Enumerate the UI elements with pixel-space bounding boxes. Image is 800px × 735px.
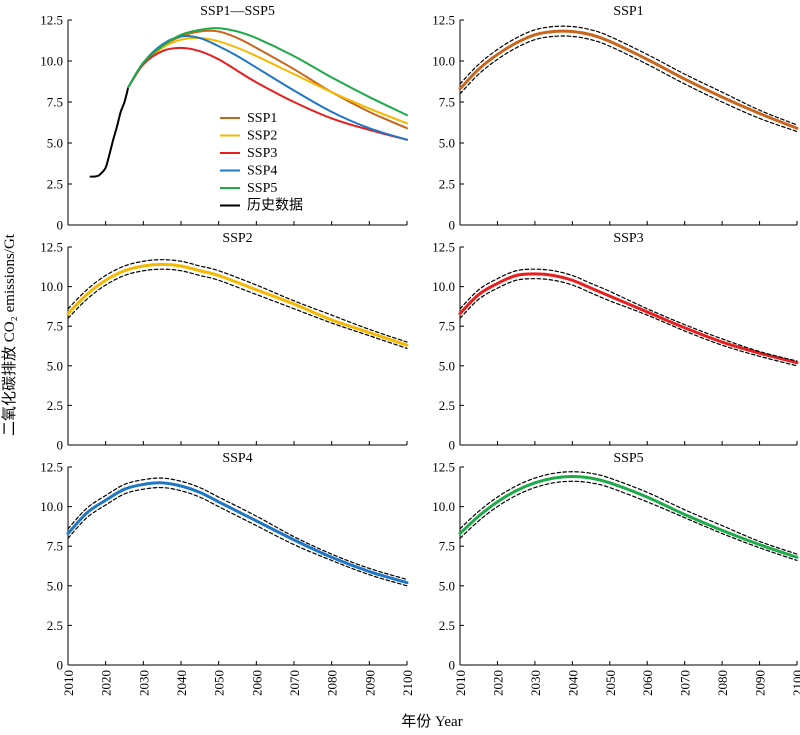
x-tick-label: 2050 — [212, 670, 227, 696]
series-ssp3 — [458, 272, 799, 365]
y-tick-label: 7.5 — [439, 539, 455, 554]
series-ssp4 — [127, 34, 408, 141]
y-tick-label: 2.5 — [47, 177, 63, 192]
panel-title: SSP1 — [613, 4, 643, 19]
series-upper-bound — [67, 259, 408, 343]
panels: 0 2.5 5.0 7.5 10.0 12.5 SSP1—SSP5 SSP1 SSP2 SSP3 S… — [40, 4, 800, 696]
y-tick-label: 10.0 — [40, 54, 63, 69]
y-tick-label: 2.5 — [47, 398, 63, 413]
y-tick-label: 10.0 — [40, 499, 63, 514]
panel-title: SSP2 — [222, 231, 252, 246]
series-upper-bound — [459, 268, 798, 362]
y-tick-label: 0 — [57, 218, 64, 233]
x-tick-label: 2080 — [715, 670, 730, 696]
series-ssp1 — [458, 29, 799, 130]
series-ssp5 — [127, 27, 408, 117]
panel-2: 0 2.5 5.0 7.5 10.0 12.5 SSP1 — [432, 4, 799, 233]
legend-entry: SSP4 — [247, 164, 277, 179]
x-tick-label: 2100 — [790, 670, 800, 696]
series-lower-bound — [67, 486, 408, 587]
legend-entry: SSP2 — [247, 129, 277, 144]
x-tick-label: 2060 — [249, 670, 264, 696]
series-ssp4 — [66, 481, 409, 585]
panel-title: SSP3 — [613, 231, 643, 246]
y-tick-label: 7.5 — [47, 95, 63, 110]
y-tick-label: 0 — [449, 218, 456, 233]
series-upper-bound — [459, 471, 798, 555]
y-tick-label: 10.0 — [432, 499, 455, 514]
y-tick-label: 2.5 — [439, 177, 455, 192]
x-axis-label: 年份 Year — [401, 713, 462, 730]
x-tick-label: 2100 — [400, 670, 415, 696]
legend-entry: SSP1 — [247, 111, 277, 126]
panel-title: SSP1—SSP5 — [200, 4, 275, 19]
x-tick-label: 2030 — [136, 670, 151, 696]
y-tick-label: 5.0 — [47, 136, 63, 151]
panel-title: SSP4 — [222, 451, 252, 466]
x-tick-label: 2020 — [99, 670, 114, 696]
y-tick-label: 10.0 — [40, 279, 63, 294]
series-lower-bound — [67, 268, 408, 349]
series-ssp2 — [127, 36, 408, 125]
legend-entry: SSP5 — [247, 181, 277, 196]
x-tick-label: 2070 — [287, 670, 302, 696]
legend-entry: SSP3 — [247, 146, 277, 161]
series-lower-bound — [459, 480, 798, 562]
y-tick-label: 5.0 — [439, 358, 455, 373]
x-tick-label: 2060 — [640, 670, 655, 696]
x-tick-label: 2070 — [678, 670, 693, 696]
x-tick-label: 2010 — [61, 670, 76, 696]
x-tick-label: 2010 — [453, 670, 468, 696]
y-tick-label: 10.0 — [432, 279, 455, 294]
y-tick-label: 0 — [57, 438, 64, 453]
y-tick-label: 2.5 — [439, 618, 455, 633]
panel-6: 0 2.5 5.0 7.5 10.0 12.5 2010 2020 2030 2040 2050 20… — [432, 451, 800, 696]
y-tick-label: 7.5 — [47, 539, 63, 554]
y-tick-label: 5.0 — [47, 358, 63, 373]
series-lower-bound — [459, 278, 798, 367]
panel-3: 0 2.5 5.0 7.5 10.0 12.5 SSP2 — [40, 231, 409, 453]
series-lower-bound — [459, 35, 798, 133]
y-tick-label: 12.5 — [432, 240, 455, 255]
y-tick-label: 12.5 — [432, 13, 455, 28]
series-history — [89, 86, 130, 178]
panel-4: 0 2.5 5.0 7.5 10.0 12.5 SSP3 — [432, 231, 799, 453]
x-tick-label: 2050 — [603, 670, 618, 696]
x-tick-label: 2080 — [325, 670, 340, 696]
x-tick-label: 2090 — [753, 670, 768, 696]
y-tick-label: 7.5 — [439, 95, 455, 110]
panel-5: 0 2.5 5.0 7.5 10.0 12.5 2010 2020 2030 2040 2050 20… — [40, 451, 415, 696]
x-tick-label: 2020 — [490, 670, 505, 696]
series-ssp2 — [66, 262, 409, 347]
y-tick-label: 2.5 — [439, 398, 455, 413]
y-axis-label: 二氧化碳排放 CO₂ emissions/Gt — [1, 233, 18, 436]
x-tick-label: 2090 — [362, 670, 377, 696]
x-tick-label: 2040 — [174, 670, 189, 696]
panel-1: 0 2.5 5.0 7.5 10.0 12.5 SSP1—SSP5 SSP1 SSP2 SSP3 S… — [40, 4, 408, 233]
y-tick-label: 0 — [57, 658, 64, 673]
legend-entry: 历史数据 — [247, 198, 303, 214]
series-ssp5 — [458, 475, 799, 559]
y-tick-label: 7.5 — [47, 319, 63, 334]
y-tick-label: 0 — [449, 438, 456, 453]
y-tick-label: 5.0 — [439, 578, 455, 593]
panel-title: SSP5 — [613, 451, 643, 466]
x-tick-label: 2040 — [565, 670, 580, 696]
y-tick-label: 7.5 — [439, 319, 455, 334]
y-tick-label: 12.5 — [40, 240, 63, 255]
series-ssp3 — [127, 46, 408, 141]
series-upper-bound — [67, 477, 408, 581]
y-tick-label: 2.5 — [47, 618, 63, 633]
y-tick-label: 5.0 — [439, 136, 455, 151]
series-upper-bound — [459, 25, 798, 126]
y-tick-label: 12.5 — [40, 13, 63, 28]
y-tick-label: 0 — [449, 658, 456, 673]
y-tick-label: 12.5 — [40, 460, 63, 475]
x-tick-label: 2030 — [528, 670, 543, 696]
y-tick-label: 10.0 — [432, 54, 455, 69]
y-tick-label: 5.0 — [47, 578, 63, 593]
y-tick-label: 12.5 — [432, 460, 455, 475]
